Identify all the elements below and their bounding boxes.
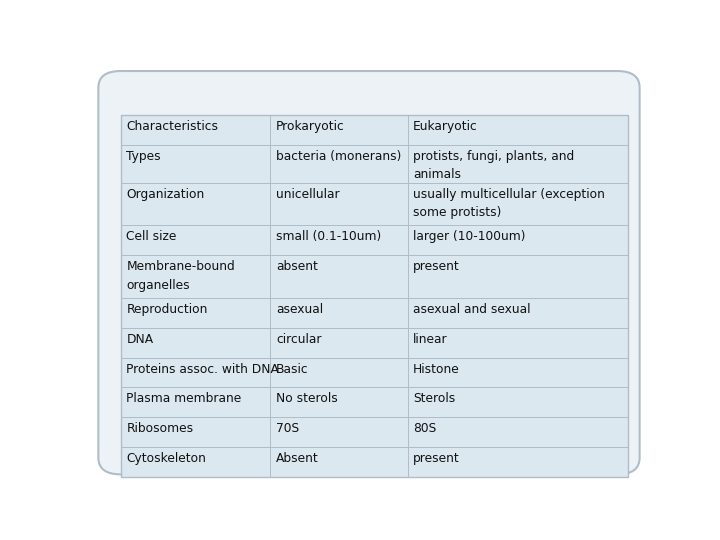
Text: asexual and sexual: asexual and sexual [413,302,531,316]
Bar [121,255,629,298]
Text: Eukaryotic: Eukaryotic [413,120,478,133]
Bar [121,298,629,328]
Text: Basic: Basic [276,362,309,375]
Text: Cytoskeleton: Cytoskeleton [126,453,206,465]
Text: Organization: Organization [126,188,204,201]
Text: Characteristics: Characteristics [126,120,218,133]
Bar [121,114,629,477]
Text: protists, fungi, plants, and
animals: protists, fungi, plants, and animals [413,150,575,181]
Text: linear: linear [413,333,448,346]
Bar [121,388,629,417]
Text: No sterols: No sterols [276,393,338,406]
Bar [121,225,629,255]
Bar [121,114,629,145]
Text: absent: absent [276,260,318,273]
Text: Membrane-bound
organelles: Membrane-bound organelles [126,260,235,292]
Text: Types: Types [126,150,161,163]
Text: unicellular: unicellular [276,188,340,201]
Text: Proteins assoc. with DNA: Proteins assoc. with DNA [126,362,279,375]
Text: Prokaryotic: Prokaryotic [276,120,345,133]
Bar [121,447,629,477]
Text: 70S: 70S [276,422,300,435]
Text: usually multicellular (exception
some protists): usually multicellular (exception some pr… [413,188,605,219]
Text: DNA: DNA [126,333,153,346]
Text: Plasma membrane: Plasma membrane [126,393,241,406]
Text: Sterols: Sterols [413,393,456,406]
Bar [121,145,629,183]
Text: bacteria (monerans): bacteria (monerans) [276,150,402,163]
Text: Ribosomes: Ribosomes [126,422,194,435]
Text: present: present [413,453,460,465]
Bar [121,357,629,388]
Text: larger (10-100um): larger (10-100um) [413,230,526,244]
Text: present: present [413,260,460,273]
Bar [121,417,629,447]
Text: small (0.1-10um): small (0.1-10um) [276,230,382,244]
Bar [121,183,629,225]
Text: Absent: Absent [276,453,319,465]
Text: Reproduction: Reproduction [126,302,207,316]
Bar [121,328,629,357]
Text: asexual: asexual [276,302,323,316]
Text: Histone: Histone [413,362,460,375]
FancyBboxPatch shape [99,71,639,474]
Text: Cell size: Cell size [126,230,176,244]
Text: circular: circular [276,333,322,346]
Text: 80S: 80S [413,422,436,435]
